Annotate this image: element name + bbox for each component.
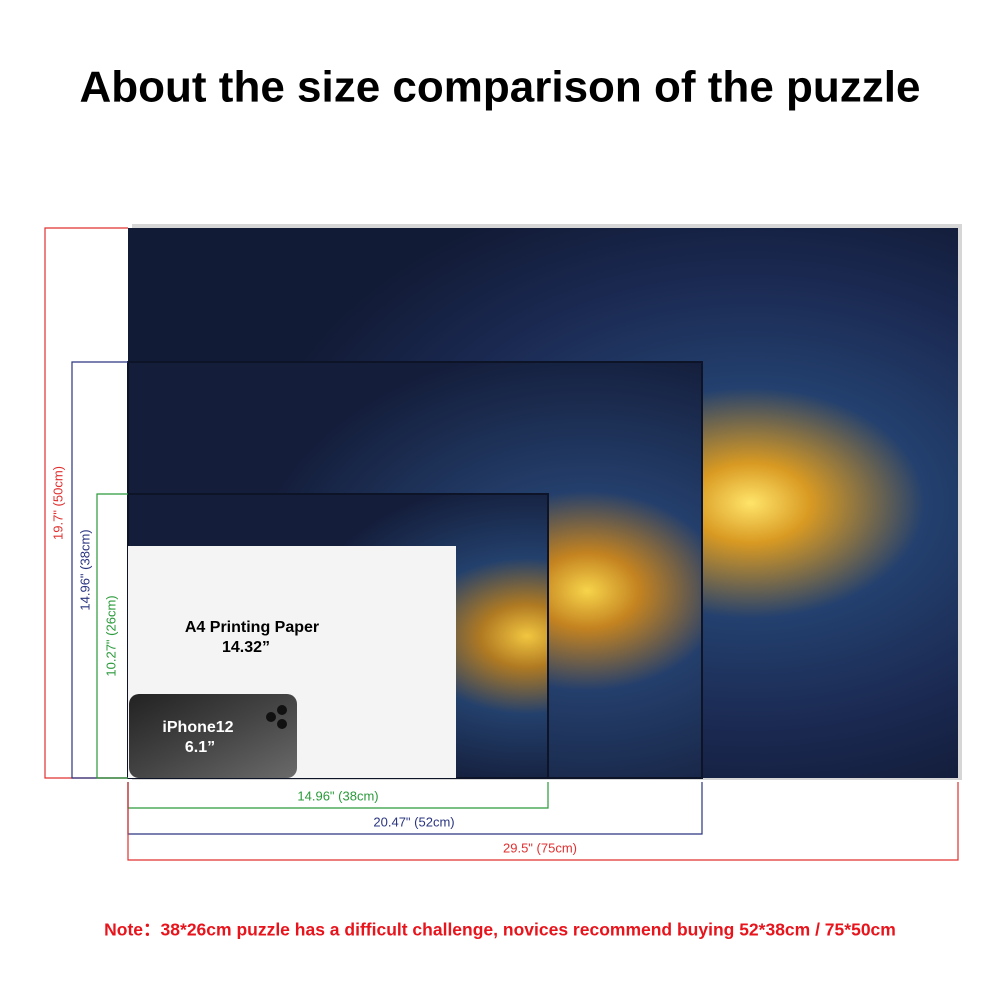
camera [277, 719, 287, 729]
width-bracket [127, 782, 959, 861]
height-label: 14.96" (38cm) [77, 529, 92, 610]
dimension-lines [44, 227, 959, 861]
title: About the size comparison of the puzzle [80, 63, 921, 112]
height-label: 19.7" (50cm) [50, 466, 65, 540]
phone [129, 694, 297, 778]
camera [277, 705, 287, 715]
height-bracket [96, 493, 128, 779]
phone-model: iPhone12 [162, 719, 233, 736]
camera [266, 712, 276, 722]
width-label: 14.96" (38cm) [297, 788, 378, 803]
paper-label: A4 Printing Paper [185, 619, 319, 636]
phone-size: 6.1” [185, 739, 215, 756]
paper-size: 14.32” [222, 639, 270, 656]
height-label: 10.27" (26cm) [103, 595, 118, 676]
width-label: 29.5" (75cm) [503, 840, 577, 855]
note: Note：38*26cm puzzle has a difficult chal… [104, 920, 896, 940]
width-label: 20.47" (52cm) [373, 814, 454, 829]
